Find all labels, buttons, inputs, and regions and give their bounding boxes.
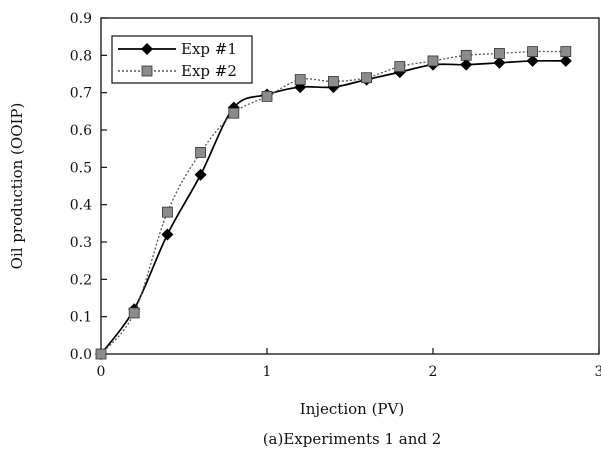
data-point-exp2 bbox=[493, 48, 505, 59]
x-tick-label: 2 bbox=[429, 364, 438, 380]
data-point-exp2 bbox=[427, 55, 439, 67]
data-point-exp2 bbox=[294, 74, 306, 85]
data-point-exp2 bbox=[394, 61, 406, 72]
x-axis-ticks: 0 1 2 3 bbox=[97, 348, 601, 380]
x-tick-label: 0 bbox=[97, 364, 106, 380]
data-point-exp2 bbox=[261, 91, 273, 102]
series-line-exp2 bbox=[100, 50, 566, 355]
data-point-exp1 bbox=[526, 54, 539, 67]
y-tick-label: 0.2 bbox=[70, 272, 92, 288]
plot-frame bbox=[100, 17, 600, 355]
legend-marker-exp1 bbox=[141, 43, 153, 55]
legend-label-exp2: Exp #2 bbox=[181, 62, 237, 80]
y-tick-label: 0.0 bbox=[70, 347, 92, 363]
series-exp2 bbox=[95, 46, 572, 360]
y-tick-label: 0.1 bbox=[70, 310, 92, 326]
y-tick-label: 0.9 bbox=[70, 11, 92, 27]
data-point-exp2 bbox=[361, 72, 373, 84]
legend: Exp #1 Exp #2 bbox=[111, 35, 253, 84]
data-point-exp2 bbox=[128, 307, 140, 319]
data-point-exp2 bbox=[161, 206, 173, 218]
data-point-exp2 bbox=[95, 348, 107, 360]
chart-caption: (a)Experiments 1 and 2 bbox=[263, 430, 442, 448]
y-tick-label: 0.3 bbox=[70, 235, 92, 251]
y-tick-label: 0.5 bbox=[70, 160, 92, 176]
data-point-exp1 bbox=[161, 228, 174, 241]
data-point-exp1 bbox=[493, 56, 506, 69]
y-tick-label: 0.4 bbox=[70, 198, 92, 214]
y-tick-label: 0.7 bbox=[70, 86, 92, 102]
legend-label-exp1: Exp #1 bbox=[181, 40, 237, 58]
data-point-exp2 bbox=[327, 76, 339, 87]
data-point-exp2 bbox=[195, 146, 207, 158]
y-axis-ticks: 0.0 0.1 0.2 0.3 0.4 0.5 0.6 0.7 0.8 0.9 bbox=[70, 11, 107, 363]
y-tick-label: 0.8 bbox=[70, 48, 92, 64]
y-axis-label: Oil production (OOIP) bbox=[8, 103, 26, 270]
legend-box bbox=[111, 35, 253, 84]
x-axis-label: Injection (PV) bbox=[300, 400, 404, 418]
data-point-exp2 bbox=[228, 107, 240, 119]
data-point-exp2 bbox=[460, 49, 472, 61]
data-point-exp1 bbox=[194, 168, 207, 181]
data-point-exp1 bbox=[559, 54, 572, 67]
data-point-exp2 bbox=[527, 46, 538, 57]
data-point-exp2 bbox=[560, 46, 572, 57]
y-tick-label: 0.6 bbox=[70, 123, 92, 139]
x-tick-label: 1 bbox=[263, 364, 272, 380]
x-tick-label: 3 bbox=[595, 364, 601, 380]
series-layer bbox=[95, 46, 572, 360]
data-point-exp1 bbox=[460, 58, 473, 71]
legend-marker-exp2 bbox=[141, 65, 153, 77]
